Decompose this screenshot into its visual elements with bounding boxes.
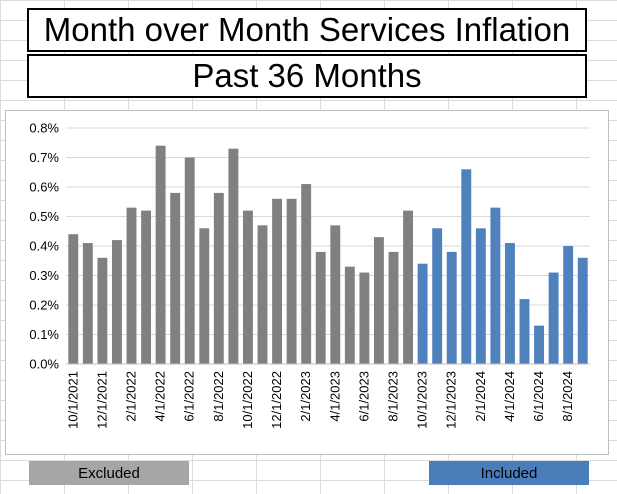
x-tick-label: 8/1/2023 [386,371,401,422]
y-tick-label: 0.3% [29,268,59,283]
bar [359,272,370,364]
bar [228,148,239,364]
excluded-band: Excluded [29,461,189,485]
bar [577,257,588,364]
x-tick-label: 4/1/2024 [502,371,517,422]
bar [68,234,79,364]
y-tick-label: 0.4% [29,239,59,254]
bar [475,228,486,364]
bar [548,272,559,364]
chart-title: Month over Month Services Inflation [27,8,587,52]
chart-area: 0.0% 0.1% 0.2% 0.3% 0.4% 0.5% 0.6% 0.7% 0.8% 10/1… [5,110,609,455]
x-tick-label: 12/1/2022 [269,371,284,429]
bar [155,145,166,364]
bar [461,169,472,364]
axes: 0.0% 0.1% 0.2% 0.3% 0.4% 0.5% 0.6% 0.7% 0.8% 10/1… [29,121,590,429]
bars [68,145,588,364]
bar [213,192,224,364]
included-band: Included [429,461,589,485]
x-tick-label: 4/1/2022 [153,371,168,422]
bar [242,210,253,364]
y-tick-label: 0.1% [29,327,59,342]
x-tick-label: 6/1/2024 [531,371,546,422]
x-tick-label: 2/1/2022 [124,371,139,422]
x-tick-label: 12/1/2023 [444,371,459,429]
bar [403,210,414,364]
x-tick-label: 12/1/2021 [94,371,109,429]
bar-chart: 0.0% 0.1% 0.2% 0.3% 0.4% 0.5% 0.6% 0.7% 0.8% 10/1… [29,121,590,429]
bar [432,228,443,364]
bar [199,228,210,364]
y-tick-label: 0.0% [29,357,59,372]
bar [417,263,428,364]
bar [286,198,297,364]
bar [563,246,574,364]
bar [504,243,515,364]
y-tick-label: 0.5% [29,209,59,224]
bar [534,325,545,364]
x-tick-label: 10/1/2023 [415,371,430,429]
x-tick-label: 8/1/2022 [211,371,226,422]
bar [446,251,457,364]
bar [315,251,326,364]
bar [184,157,195,364]
y-tick-label: 0.6% [29,180,59,195]
bar [272,198,283,364]
x-tick-label: 10/1/2021 [65,371,80,429]
bar [82,243,93,364]
y-tick-label: 0.2% [29,298,59,313]
bar [519,299,530,364]
x-tick-label: 2/1/2023 [298,371,313,422]
bar [111,240,122,364]
gridlines [66,127,590,365]
bar [301,184,312,364]
bar [141,210,152,364]
x-tick-label: 10/1/2022 [240,371,255,429]
bar [373,237,384,364]
y-tick-label: 0.7% [29,150,59,165]
x-tick-label: 4/1/2023 [327,371,342,422]
bar [344,266,355,364]
bar [330,225,341,364]
x-tick-label: 8/1/2024 [560,371,575,422]
bar [126,207,137,364]
bar [257,225,268,364]
bar [388,251,399,364]
bar [490,207,501,364]
x-tick-label: 6/1/2023 [356,371,371,422]
chart-subtitle: Past 36 Months [27,54,587,98]
bar [170,192,181,364]
bar [97,257,108,364]
x-tick-label: 2/1/2024 [473,371,488,422]
x-tick-label: 6/1/2022 [182,371,197,422]
y-tick-label: 0.8% [29,121,59,136]
